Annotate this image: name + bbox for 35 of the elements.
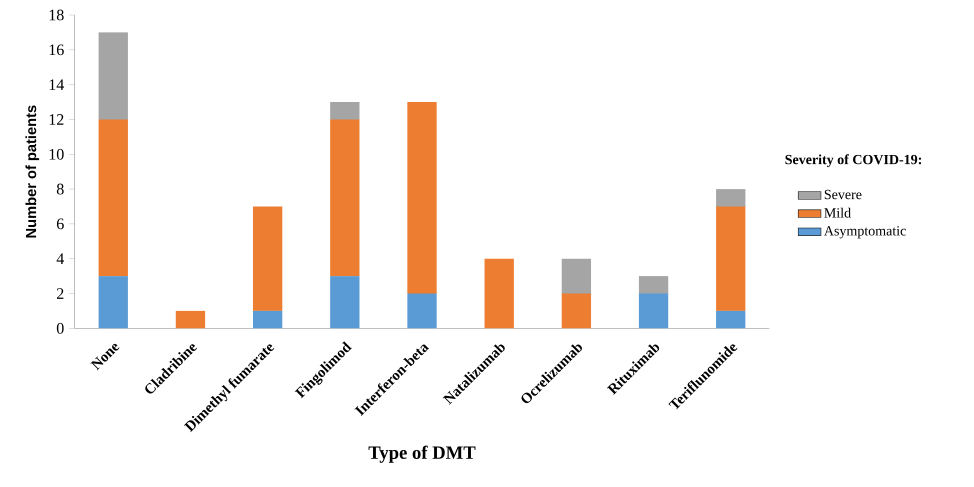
x-axis-title: Type of DMT — [368, 446, 476, 463]
bar — [330, 119, 360, 276]
bar — [562, 258, 592, 294]
bar — [330, 276, 360, 328]
legend-label: Severe — [824, 190, 862, 200]
bar — [716, 310, 746, 328]
y-tick-label: 8 — [56, 184, 64, 194]
bar — [638, 294, 668, 328]
bar — [716, 206, 746, 311]
bar — [252, 206, 282, 311]
y-tick-label: 18 — [50, 10, 64, 20]
y-tick-label: 16 — [50, 44, 64, 56]
bar — [484, 258, 514, 328]
bar — [407, 102, 437, 294]
bar — [98, 276, 128, 328]
y-tick-label: 10 — [50, 148, 64, 160]
bar — [638, 276, 668, 294]
bar — [98, 32, 128, 120]
bar — [330, 102, 360, 120]
y-tick-label: 2 — [56, 288, 64, 299]
bar — [98, 119, 128, 276]
y-tick-label: 6 — [56, 218, 64, 230]
bar — [716, 189, 746, 206]
legend-label: Mild — [824, 208, 851, 218]
bar — [562, 294, 592, 328]
y-tick-label: 12 — [50, 114, 64, 125]
legend-title: Severity of COVID-19: — [785, 154, 922, 168]
y-tick-label: 0 — [56, 322, 64, 334]
bar — [407, 294, 437, 328]
y-tick-label: 14 — [50, 79, 64, 90]
bar — [252, 310, 282, 328]
y-tick-label: 4 — [56, 253, 64, 264]
legend-label: Asymptomatic — [824, 226, 906, 238]
y-axis-title: Number of patients — [25, 105, 40, 238]
bar — [176, 310, 206, 328]
